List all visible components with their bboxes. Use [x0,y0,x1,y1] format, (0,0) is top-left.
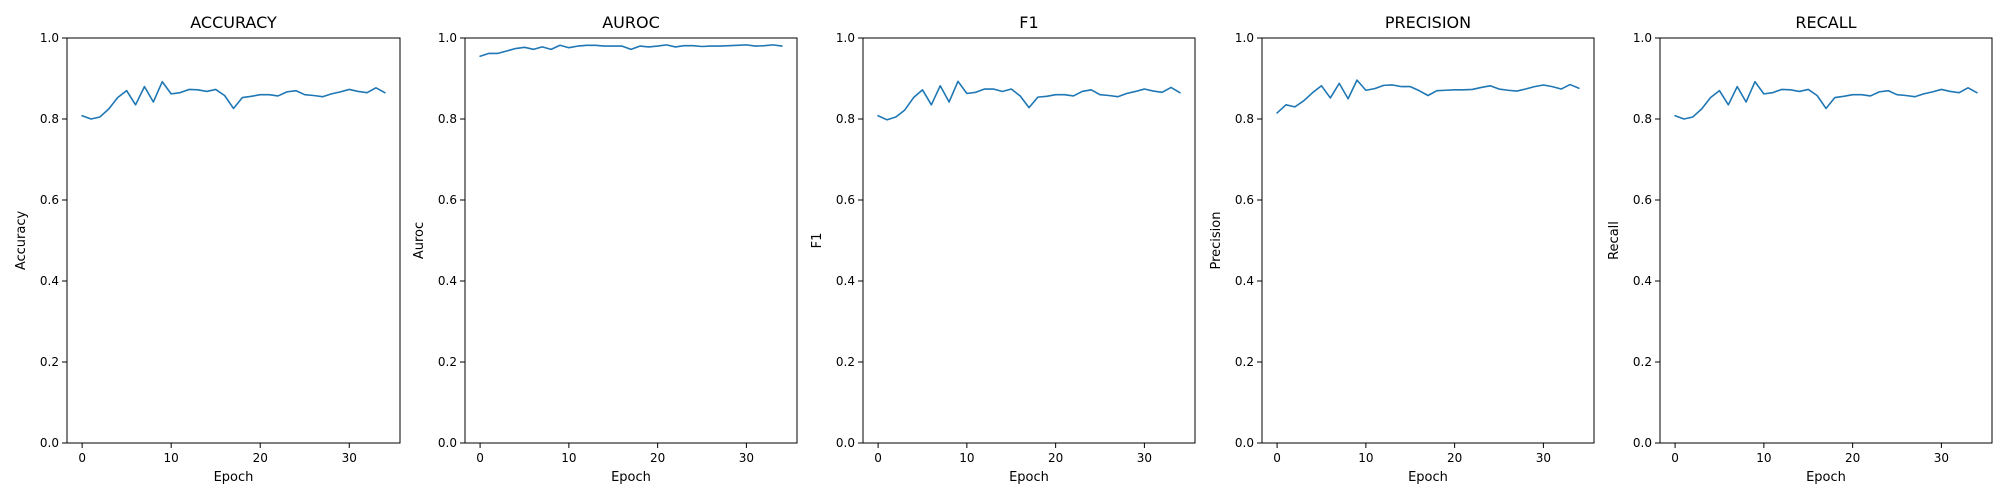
y-tick-label: 0.2 [1235,355,1254,369]
y-tick-label: 0.8 [40,112,59,126]
y-tick-label: 0.4 [40,274,59,288]
x-tick-label: 30 [739,451,754,465]
plot-frame [862,37,1196,444]
y-tick-label: 1.0 [1633,31,1652,45]
y-tick-label: 0.6 [836,193,855,207]
x-tick-label: 30 [342,451,357,465]
x-tick-label: 20 [650,451,665,465]
y-tick-label: 0.8 [1235,112,1254,126]
chart-title: AUROC [602,13,660,32]
x-axis-label: Epoch [214,470,254,485]
y-tick-label: 1.0 [836,31,855,45]
chart-panel-f1: F1 0.0 0.2 0.4 0.6 0.8 1.0 0 10 20 30 Epoch F1 [810,13,1196,485]
y-tick-label: 0.0 [1633,436,1652,450]
series-line-auroc [479,44,783,58]
y-tick-label: 0.2 [438,355,457,369]
y-tick-label: 0.8 [1633,112,1652,126]
x-tick-label: 0 [1273,451,1281,465]
x-tick-label: 20 [253,451,268,465]
y-axis-label: Recall [1607,221,1622,260]
y-tick-label: 0.4 [836,274,855,288]
y-tick-label: 0.0 [438,436,457,450]
y-axis-label: Precision [1209,211,1224,269]
chart-title: F1 [1019,13,1038,32]
x-tick-label: 20 [1048,451,1063,465]
chart-panel-recall: RECALL 0.0 0.2 0.4 0.6 0.8 1.0 0 10 20 30 Epoch Reca… [1607,13,1993,485]
y-axis-label: Accuracy [14,211,29,271]
y-tick-label: 0.8 [836,112,855,126]
y-tick-label: 0.6 [1235,193,1254,207]
series-line-accuracy [81,80,386,120]
y-tick-label: 0.4 [1633,274,1652,288]
y-tick-label: 0.2 [836,355,855,369]
y-tick-label: 0.0 [836,436,855,450]
x-tick-label: 0 [874,451,882,465]
y-tick-label: 0.6 [438,193,457,207]
x-tick-label: 30 [1934,451,1949,465]
x-tick-label: 20 [1447,451,1462,465]
x-tick-label: 30 [1137,451,1152,465]
x-tick-label: 30 [1536,451,1551,465]
y-axis-label: F1 [810,233,825,249]
x-tick-label: 0 [1671,451,1679,465]
x-axis-label: Epoch [611,470,651,485]
chart-panel-auroc: AUROC 0.0 0.2 0.4 0.6 0.8 1.0 0 10 20 30 Epoch Auroc [412,13,798,485]
y-tick-label: 0.4 [1235,274,1254,288]
y-tick-label: 0.6 [1633,193,1652,207]
x-axis-label: Epoch [1009,470,1049,485]
series-line-f1 [877,80,1181,121]
y-tick-label: 1.0 [1235,31,1254,45]
chart-title: PRECISION [1385,13,1471,32]
y-axis-label: Auroc [412,222,427,259]
y-tick-label: 0.8 [438,112,457,126]
plot-frame [464,37,798,444]
plot-frame [66,37,401,444]
series-line-recall [1674,80,1978,120]
x-tick-label: 10 [1756,451,1771,465]
x-tick-label: 10 [164,451,179,465]
series-line-precision [1276,79,1580,114]
plot-frame [1261,37,1595,444]
y-tick-label: 0.2 [40,355,59,369]
x-axis-label: Epoch [1408,470,1448,485]
x-tick-label: 20 [1845,451,1860,465]
x-tick-label: 0 [476,451,484,465]
y-tick-label: 1.0 [40,31,59,45]
y-tick-label: 0.6 [40,193,59,207]
chart-title: ACCURACY [190,13,277,32]
y-tick-label: 1.0 [438,31,457,45]
x-axis-label: Epoch [1806,470,1846,485]
x-tick-label: 10 [561,451,576,465]
y-tick-label: 0.2 [1633,355,1652,369]
x-tick-label: 10 [1358,451,1373,465]
y-tick-label: 0.0 [1235,436,1254,450]
y-tick-label: 0.4 [438,274,457,288]
chart-title: RECALL [1795,13,1856,32]
chart-panel-precision: PRECISION 0.0 0.2 0.4 0.6 0.8 1.0 0 10 20 30 Epoch P… [1209,13,1595,485]
x-tick-label: 10 [959,451,974,465]
y-tick-label: 0.0 [40,436,59,450]
plot-frame [1659,37,1993,444]
chart-panel-accuracy: ACCURACY 0.0 0.2 0.4 0.6 0.8 1.0 0 10 20 30 Epoch Ac… [14,13,401,485]
x-tick-label: 0 [78,451,86,465]
